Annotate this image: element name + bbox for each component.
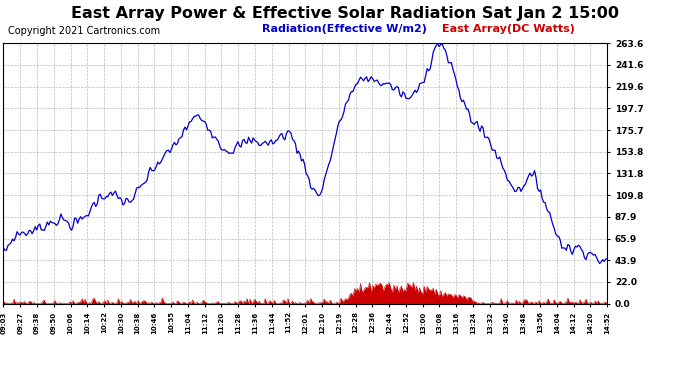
Text: Radiation(Effective W/m2): Radiation(Effective W/m2): [262, 24, 427, 34]
Text: Copyright 2021 Cartronics.com: Copyright 2021 Cartronics.com: [8, 26, 160, 36]
Text: East Array Power & Effective Solar Radiation Sat Jan 2 15:00: East Array Power & Effective Solar Radia…: [71, 6, 619, 21]
Text: East Array(DC Watts): East Array(DC Watts): [442, 24, 575, 34]
